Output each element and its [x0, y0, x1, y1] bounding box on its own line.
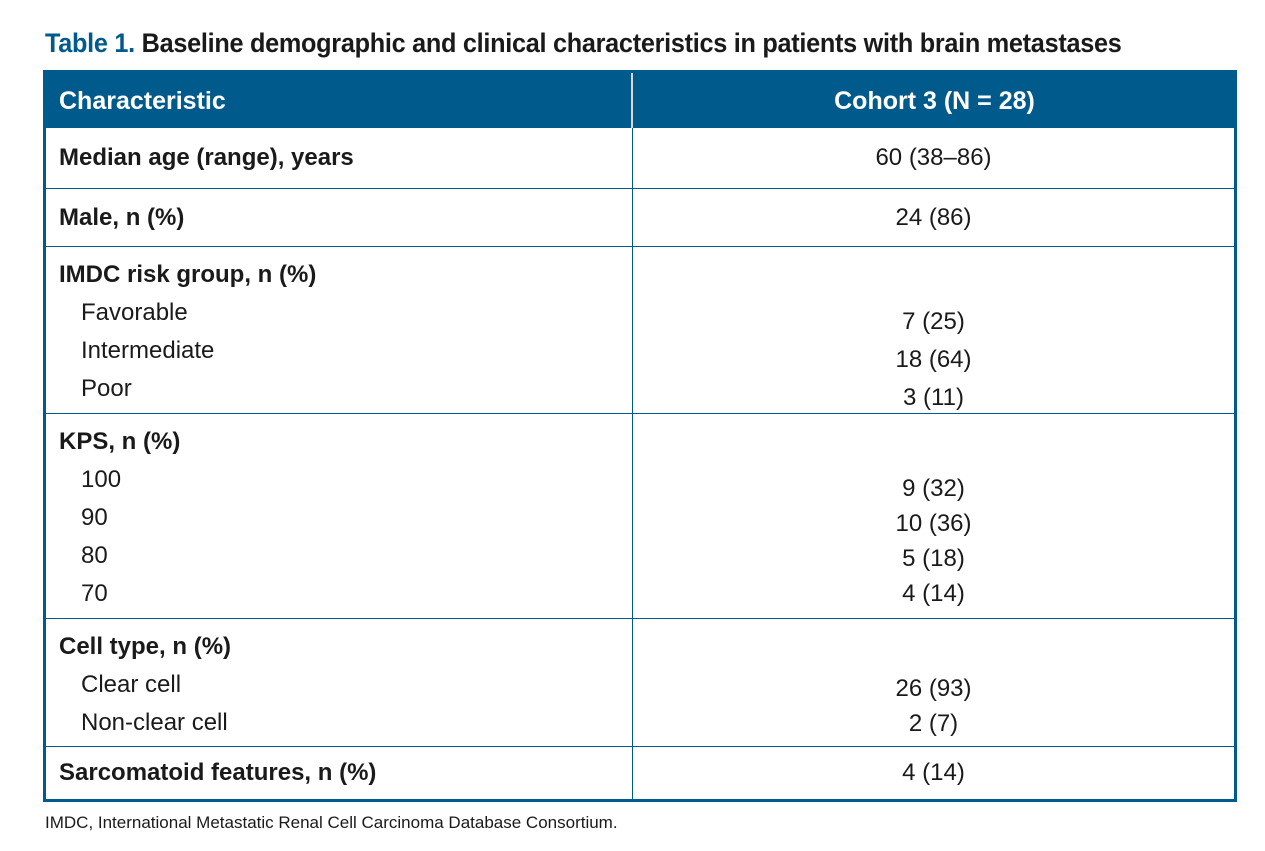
- group-label: Cell type, n (%): [59, 633, 232, 660]
- header-divider: [631, 73, 633, 128]
- row-label: Male, n (%): [59, 204, 185, 231]
- header-cohort: Cohort 3 (N = 28): [834, 87, 1035, 115]
- group-label: IMDC risk group, n (%): [59, 261, 317, 288]
- table-title: Table 1. Baseline demographic and clinic…: [45, 28, 1122, 59]
- subgroup-label: 90: [81, 504, 108, 531]
- subgroup-value: 18 (64): [895, 346, 972, 373]
- row-label: Sarcomatoid features, n (%): [59, 759, 377, 786]
- group-label: KPS, n (%): [59, 428, 181, 455]
- subgroup-value: 3 (11): [903, 384, 964, 411]
- header-characteristic: Characteristic: [59, 87, 226, 115]
- subgroup-value: 7 (25): [902, 308, 965, 335]
- subgroup-label: Non-clear cell: [81, 709, 228, 736]
- table-row-kps: KPS, n (%) 100 90 80 70 9 (32) 10 (36) 5…: [46, 414, 1234, 619]
- table-row-median-age: Median age (range), years 60 (38–86): [46, 128, 1234, 189]
- subgroup-label: 100: [81, 466, 122, 493]
- row-value: 60 (38–86): [875, 144, 992, 171]
- table-number: Table 1.: [45, 28, 135, 58]
- subgroup-label: Poor: [81, 375, 132, 402]
- subgroup-value: 2 (7): [908, 710, 959, 737]
- subgroup-label: 80: [81, 542, 108, 569]
- table-row-male: Male, n (%) 24 (86): [46, 189, 1234, 247]
- table-row-imdc-risk-group: IMDC risk group, n (%) Favorable Interme…: [46, 247, 1234, 414]
- subgroup-value: 5 (18): [902, 545, 965, 572]
- table-footnote: IMDC, International Metastatic Renal Cel…: [45, 813, 618, 832]
- subgroup-label: Clear cell: [81, 671, 182, 698]
- table-row-sarcomatoid: Sarcomatoid features, n (%) 4 (14): [46, 747, 1234, 799]
- subgroup-label: Intermediate: [81, 337, 215, 364]
- row-value: 4 (14): [902, 759, 965, 786]
- subgroup-label: 70: [81, 580, 108, 607]
- row-value: 24 (86): [895, 204, 972, 231]
- table-caption: Baseline demographic and clinical charac…: [141, 28, 1122, 58]
- subgroup-value: 4 (14): [902, 580, 965, 607]
- characteristics-table: Characteristic Cohort 3 (N = 28) Median …: [43, 70, 1237, 802]
- subgroup-value: 10 (36): [895, 510, 972, 537]
- row-label: Median age (range), years: [59, 144, 354, 171]
- table-row-cell-type: Cell type, n (%) Clear cell Non-clear ce…: [46, 619, 1234, 747]
- subgroup-value: 9 (32): [902, 475, 965, 502]
- subgroup-value: 26 (93): [895, 675, 972, 702]
- subgroup-label: Favorable: [81, 299, 188, 326]
- table-header: Characteristic Cohort 3 (N = 28): [46, 73, 1234, 128]
